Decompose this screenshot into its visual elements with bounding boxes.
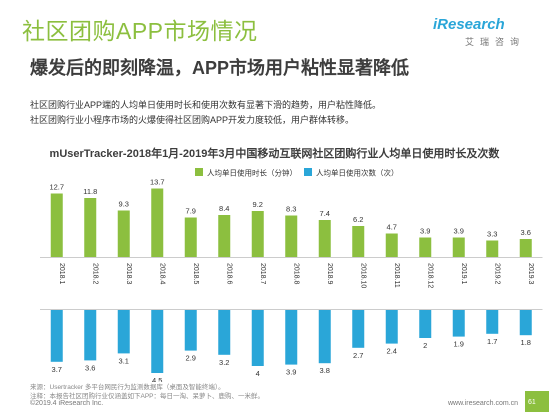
page-subtitle: 爆发后的即刻降温，APP市场用户粘性显著降低	[30, 58, 410, 78]
duration-bar	[419, 237, 432, 257]
category-label: 2018.9	[326, 263, 333, 285]
duration-value-label: 9.3	[119, 200, 129, 209]
bar-chart: 人均单日使用时长（分钟） 人均单日使用次数（次） 12.7 2018.1 3.7 11.8…	[40, 168, 543, 382]
frequency-value-label: 1.8	[521, 338, 531, 347]
category-label: 2018.3	[125, 263, 132, 285]
category-label: 2018.8	[292, 263, 299, 285]
category-label: 2018.12	[426, 263, 433, 288]
logo-wordmark: iResearch	[433, 16, 505, 33]
frequency-value-label: 2.4	[387, 347, 397, 356]
frequency-value-label: 3.6	[85, 363, 95, 372]
frequency-value-label: 4	[256, 369, 260, 378]
frequency-value-label: 4.5	[152, 376, 162, 382]
page-title: 社区团购APP市场情况	[22, 18, 258, 44]
duration-value-label: 7.4	[320, 209, 330, 218]
page-number: 61	[528, 399, 536, 406]
frequency-bar	[385, 310, 398, 344]
duration-value-label: 3.9	[454, 227, 464, 236]
frequency-bar	[184, 310, 197, 351]
frequency-value-label: 1.7	[487, 337, 497, 346]
page-number-badge	[525, 391, 549, 412]
category-label: 2018.7	[259, 263, 266, 285]
category-label: 2018.4	[158, 263, 165, 285]
frequency-value-label: 2.7	[353, 351, 363, 360]
chart-title: mUserTracker-2018年1月-2019年3月中国移动互联网社区团购行…	[49, 148, 500, 160]
duration-bar	[452, 237, 465, 257]
duration-value-label: 3.6	[521, 228, 531, 237]
category-label: 2018.6	[225, 263, 232, 285]
duration-bar	[486, 240, 499, 257]
duration-bar	[50, 193, 63, 257]
frequency-bar	[218, 310, 231, 355]
duration-bar	[184, 217, 197, 257]
duration-bar	[84, 198, 97, 257]
frequency-bar	[151, 310, 164, 373]
scope-note: 注释：本报告社区团购行业仅涵盖如下APP：每日一淘、呆萝卜、鹿购、一米鲜。	[30, 393, 265, 400]
frequency-bar	[519, 310, 532, 336]
duration-bar	[251, 211, 264, 257]
duration-value-label: 8.3	[286, 205, 296, 214]
category-label: 2019.1	[460, 263, 467, 285]
frequency-value-label: 3.7	[52, 365, 62, 374]
frequency-value-label: 3.9	[286, 368, 296, 377]
frequency-bar	[285, 310, 298, 365]
frequency-bar	[486, 310, 499, 334]
category-label: 2018.10	[359, 263, 366, 288]
category-label: 2019.2	[493, 263, 500, 285]
legend-swatch-duration	[195, 168, 203, 176]
frequency-bar	[117, 310, 130, 354]
duration-bar	[285, 215, 298, 257]
frequency-bar	[452, 310, 465, 337]
category-label: 2018.11	[393, 263, 400, 288]
category-label: 2018.5	[192, 263, 199, 285]
duration-value-label: 11.8	[83, 187, 97, 196]
frequency-bar	[318, 310, 331, 364]
duration-value-label: 3.9	[420, 227, 430, 236]
frequency-bar	[352, 310, 365, 348]
frequency-value-label: 2.9	[186, 354, 196, 363]
duration-bar	[519, 239, 532, 257]
duration-value-label: 7.9	[186, 207, 196, 216]
frequency-value-label: 2	[423, 341, 427, 350]
frequency-bar	[419, 310, 432, 338]
duration-bar	[352, 226, 365, 257]
frequency-value-label: 3.2	[219, 358, 229, 367]
copyright: ©2019.4 iResearch Inc.	[30, 400, 104, 407]
legend-label-frequency: 人均单日使用次数（次）	[316, 168, 399, 178]
duration-bar	[117, 210, 130, 257]
frequency-bar	[84, 310, 97, 361]
duration-bar	[318, 220, 331, 257]
source-note: 来源：Usertracker 多平台网民行为监测数据库（桌面及智能终端）。	[30, 384, 225, 391]
iresearch-logo: iResearch 艾瑞咨询	[433, 16, 533, 52]
frequency-bar	[50, 310, 63, 362]
duration-value-label: 8.4	[219, 204, 229, 213]
duration-value-label: 4.7	[387, 223, 397, 232]
legend-label-duration: 人均单日使用时长（分钟）	[207, 168, 297, 178]
legend-swatch-frequency	[304, 168, 312, 176]
duration-value-label: 9.2	[253, 200, 263, 209]
duration-value-label: 13.7	[150, 178, 165, 187]
category-label: 2019.3	[527, 263, 534, 285]
duration-bar	[151, 188, 164, 257]
duration-value-label: 3.3	[487, 230, 497, 239]
frequency-bar	[251, 310, 264, 366]
duration-bar	[218, 215, 231, 257]
duration-value-label: 12.7	[49, 183, 64, 192]
frequency-value-label: 3.1	[119, 356, 129, 365]
intro-line-2: 社区团购行业小程序市场的火爆使得社区团购APP开发力度较低，用户群体转移。	[30, 115, 355, 125]
duration-value-label: 6.2	[353, 215, 363, 224]
logo-subtext: 艾瑞咨询	[465, 37, 526, 47]
website-link[interactable]: www.iresearch.com.cn	[448, 400, 519, 407]
intro-line-1: 社区团购行业APP端的人均单日使用时长和使用次数有显著下滑的趋势，用户粘性降低。	[30, 100, 382, 110]
category-label: 2018.1	[58, 263, 65, 285]
frequency-value-label: 1.9	[454, 340, 464, 349]
category-label: 2018.2	[91, 263, 98, 285]
frequency-value-label: 3.8	[320, 366, 330, 375]
duration-bar	[385, 233, 398, 257]
